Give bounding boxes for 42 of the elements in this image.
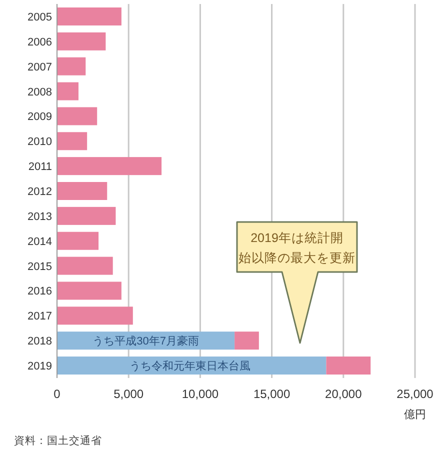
x-tick-label: 0: [54, 387, 61, 401]
bar: [57, 7, 122, 26]
bar: [57, 356, 326, 375]
y-tick-label: 2015: [28, 260, 52, 273]
y-tick-label: 2005: [28, 11, 52, 24]
y-tick-label: 2007: [28, 61, 52, 74]
bar: [57, 182, 108, 200]
annotation: 2019年は統計開始以降の最大を更新: [238, 231, 356, 265]
bar: [57, 256, 113, 275]
y-tick-label: 2011: [28, 161, 52, 174]
x-tick-label: 20,000: [325, 387, 362, 401]
annotation: うち平成30年7月豪雨: [92, 334, 199, 348]
bar: [57, 107, 98, 126]
bar: [57, 32, 106, 50]
text: 資料：国土交通省: [14, 434, 102, 447]
bar: [57, 306, 133, 325]
x-tick-label: 10,000: [182, 387, 219, 401]
bar: [57, 57, 86, 76]
annotation: うち令和元年東日本台風: [130, 360, 251, 373]
y-tick-label: 2010: [28, 136, 52, 148]
bar: [57, 232, 99, 250]
y-tick-label: 2013: [28, 210, 52, 223]
bar: [234, 332, 259, 350]
bar: [326, 356, 371, 375]
bar: [57, 132, 88, 150]
y-tick-label: 2008: [28, 86, 52, 98]
x-tick-label: 15,000: [253, 387, 290, 401]
bar: [57, 282, 122, 300]
bar: [57, 157, 162, 176]
x-axis-title: 億円: [404, 408, 426, 421]
x-tick-label: 5,000: [114, 387, 144, 401]
y-tick-label: 2012: [28, 186, 52, 198]
y-tick-label: 2006: [28, 36, 52, 48]
bar: [57, 82, 78, 100]
y-tick-label: 2019: [28, 360, 52, 373]
y-tick-label: 2016: [28, 286, 52, 298]
y-tick-label: 2014: [28, 236, 52, 248]
x-tick-label: 25,000: [396, 387, 434, 401]
y-tick-label: 2009: [28, 111, 52, 124]
y-tick-label: 2018: [28, 336, 52, 348]
y-tick-label: 2017: [28, 310, 52, 323]
bar: [57, 206, 116, 225]
